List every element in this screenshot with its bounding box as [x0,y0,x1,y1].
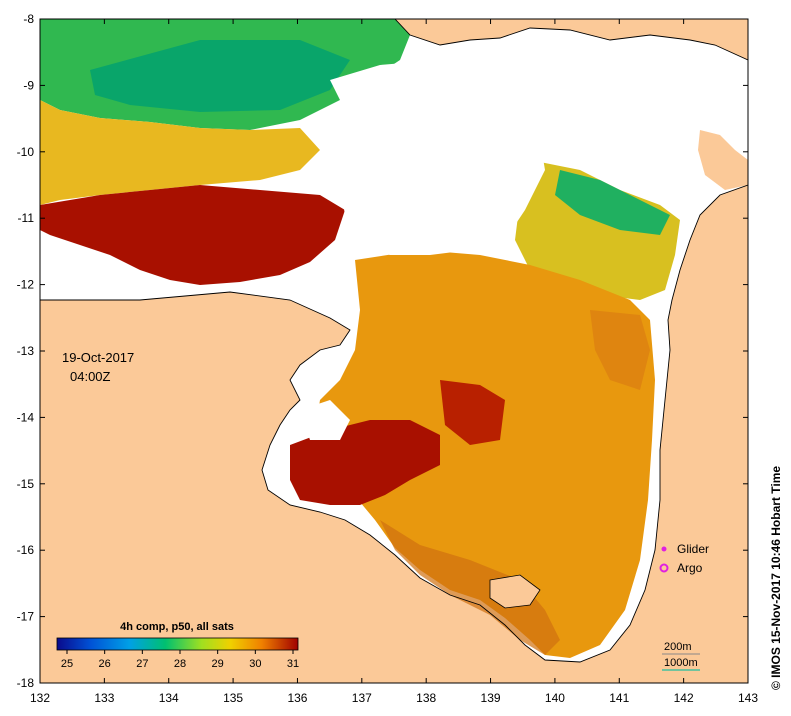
y-tick-label: -11 [18,211,35,225]
x-tick-label: 139 [481,691,501,705]
sst-yellow-west [40,100,320,205]
x-tick-label: 136 [287,691,307,705]
colorbar-tick-label: 27 [136,658,148,670]
x-tick-label: 135 [223,691,243,705]
y-tick-label: -9 [23,78,34,92]
colorbar-tick-label: 31 [287,658,299,670]
y-tick-label: -12 [17,278,35,292]
cloud-north [330,55,700,150]
x-tick-label: 132 [30,691,50,705]
contour-1000m-label: 1000m [664,657,698,669]
time-label: 04:00Z [70,369,111,384]
cloud-center [330,120,545,255]
x-tick-label: 143 [738,691,758,705]
colorbar-tick-label: 29 [212,658,224,670]
x-tick-label: 137 [352,691,372,705]
land-australia [40,185,748,683]
coastline-north [394,19,748,61]
y-tick-label: -17 [17,610,35,624]
x-tick-label: 142 [674,691,694,705]
contour-legend: 200m 1000m [662,641,700,671]
y-tick-label: -18 [17,676,35,690]
legend-glider: Glider [661,542,709,556]
sst-green-east [555,170,670,235]
x-tick-label: 140 [545,691,565,705]
y-tick-label: -16 [17,543,35,557]
x-tick-label: 141 [609,691,629,705]
y-tick-label: -8 [23,12,34,26]
x-tick-label: 133 [94,691,114,705]
legend-argo-label: Argo [677,561,703,575]
y-tick-label: -10 [17,145,35,159]
y-tick-label: -15 [17,477,35,491]
y-axis: -8 -9 -10 -11 -12 -13 -14 -15 -16 -17 -18 [17,12,748,690]
y-tick-label: -13 [17,344,35,358]
colorbar-ticks: 25 26 27 28 29 30 31 [61,650,299,670]
cloud-gulf-west [300,400,350,440]
legend-argo: Argo [659,561,703,575]
island-gulf [489,574,541,609]
colorbar-tick-label: 28 [174,658,186,670]
imos-credit: © IMOS 15-Nov-2017 10:46 Hobart Time [769,466,783,690]
land-cape-york-tip [698,130,748,190]
sst-gulf-orange-east [590,310,650,390]
colorbar-tick-label: 26 [99,658,111,670]
sst-gulf-warm [315,250,655,658]
glider-marker-icon [661,546,667,552]
sst-hot-west [40,185,345,285]
sst-gulf-orange-south [380,520,560,655]
land-new-guinea [395,19,748,60]
x-tick-label: 134 [159,691,179,705]
colorbar [56,637,299,651]
x-axis: 132 133 134 135 136 137 138 139 140 141 142 143 [30,19,758,705]
date-label: 19-Oct-2017 [62,350,134,365]
coastline [40,184,748,663]
sst-cool-north [90,40,350,112]
argo-marker-icon [659,563,669,573]
colorbar-tick-label: 25 [61,658,73,670]
contour-200m-label: 200m [664,641,692,653]
sst-gulf-hot-center [440,380,505,445]
x-tick-label: 138 [416,691,436,705]
colorbar-title: 4h comp, p50, all sats [120,621,234,633]
legend-glider-label: Glider [677,542,709,556]
y-tick-label: -14 [17,410,35,424]
colorbar-tick-label: 30 [249,658,261,670]
sst-gulf-hot-west [290,420,440,505]
